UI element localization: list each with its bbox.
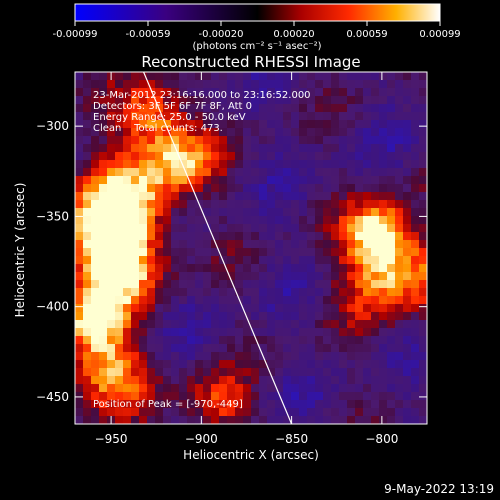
x-tick-label: −900 bbox=[185, 432, 218, 446]
chart-title: Reconstructed RHESSI Image bbox=[141, 53, 360, 71]
colorbar-tick-label: 0.00059 bbox=[346, 29, 387, 40]
colorbar-ticks: -0.00099 -0.00059 -0.00020 0.00020 0.00059 0.… bbox=[53, 21, 461, 40]
colorbar-tick-label: 0.00020 bbox=[273, 29, 314, 40]
colorbar bbox=[74, 3, 441, 22]
y-tick-label: −300 bbox=[36, 119, 69, 133]
plot-timestamp: 9-May-2022 13:19 bbox=[384, 482, 494, 496]
x-tick-label: −850 bbox=[275, 432, 308, 446]
x-tick-label: −950 bbox=[95, 432, 128, 446]
y-axis-label: Heliocentric Y (arcsec) bbox=[13, 183, 27, 318]
peak-position-text: Position of Peak = [-970,-449] bbox=[93, 399, 243, 410]
x-tick-label: −800 bbox=[365, 432, 398, 446]
x-axis-label: Heliocentric X (arcsec) bbox=[183, 448, 319, 462]
plot-frame bbox=[74, 71, 428, 425]
energy-range-text: Energy Range: 25.0 - 50.0 keV bbox=[93, 112, 246, 123]
solar-limb-line bbox=[143, 72, 293, 424]
colorbar-tick-label: 0.00099 bbox=[419, 29, 460, 40]
heatmap-image bbox=[75, 72, 427, 424]
y-tick-label: −450 bbox=[36, 390, 69, 404]
colorbar-unit-label: (photons cm⁻² s⁻¹ asec⁻²) bbox=[192, 41, 321, 52]
y-tick-label: −400 bbox=[36, 300, 69, 314]
y-tick-label: −350 bbox=[36, 209, 69, 223]
colorbar-tick-label: -0.00059 bbox=[126, 29, 171, 40]
method-counts-text: Clean Total counts: 473. bbox=[93, 123, 223, 134]
axis-ticks: −950 −900 −850 −800 −300 −350 −400 −450 bbox=[36, 72, 427, 446]
detectors-text: Detectors: 3F 5F 6F 7F 8F, Att 0 bbox=[93, 101, 252, 112]
time-range-text: 23-Mar-2012 23:16:16.000 to 23:16:52.000 bbox=[93, 90, 311, 101]
colorbar-tick-label: -0.00020 bbox=[199, 29, 244, 40]
colorbar-tick-label: -0.00099 bbox=[53, 29, 98, 40]
